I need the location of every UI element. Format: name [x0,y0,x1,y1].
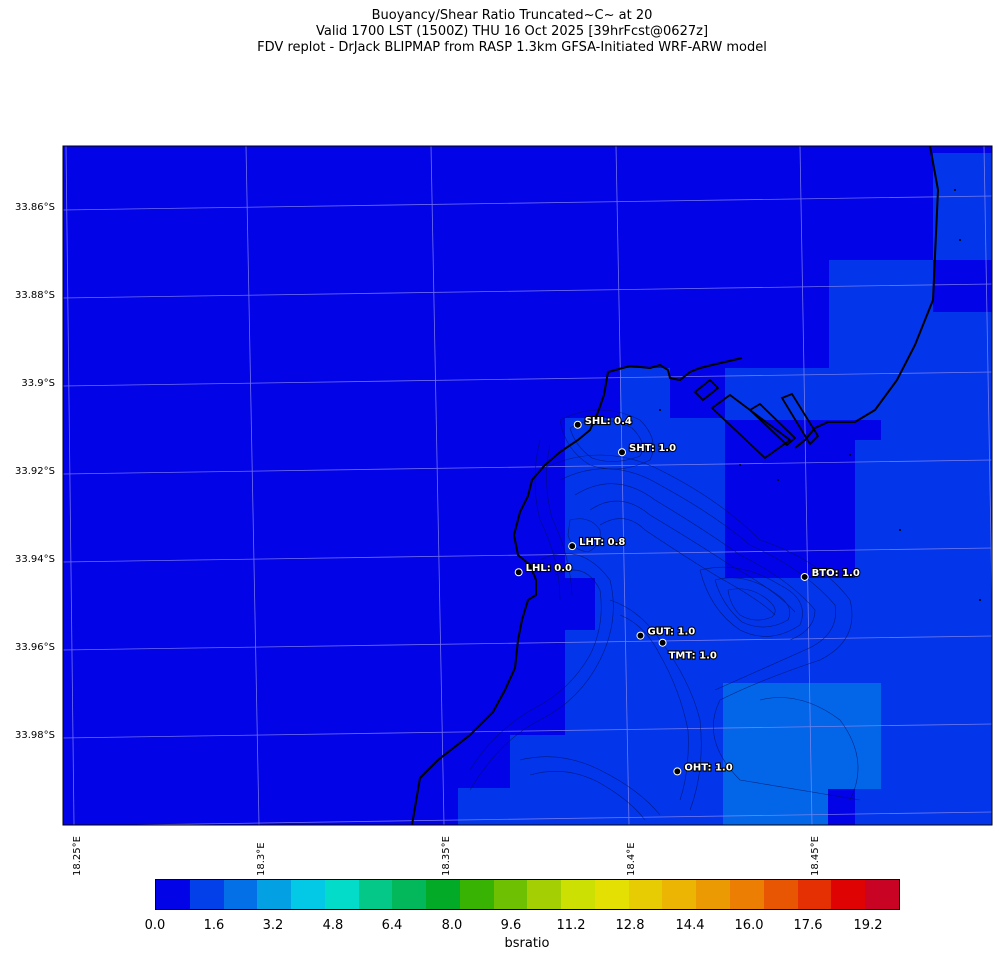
colorbar-swatch [426,880,460,909]
colorbar-swatch [459,880,494,909]
dark-cell [933,260,992,312]
longitude-label: 18.4°E [626,842,637,876]
latitude-label: 33.92°S [15,466,55,477]
colorbar-tick-label: 0.0 [144,918,166,933]
colorbar-swatch [594,880,629,909]
colorbar-tick-label: 11.2 [556,918,586,933]
colorbar-swatch [291,880,325,909]
coastline [411,146,940,825]
longitude-label: 18.25°E [72,836,83,876]
map-frame [62,145,993,826]
colorbar-swatch [797,880,832,909]
islets [659,189,981,601]
latitude-label: 33.94°S [15,554,55,565]
station-label: TMT: 1.0 [669,651,717,662]
latitude-label: 33.96°S [15,642,55,653]
colorbar-tick-label: 17.6 [793,918,823,933]
colorbar-swatch [730,880,764,909]
colorbar-label: bsratio [504,936,550,951]
colorbar-swatch [358,880,393,909]
station-marker[interactable] [514,568,523,577]
station-label: LHT: 0.8 [579,537,625,548]
graticule [63,146,992,825]
colorbar-swatch [763,880,798,909]
title-line-1: Buoyancy/Shear Ratio Truncated~C~ at 20 [371,8,653,23]
colorbar-tick-label: 3.2 [262,918,284,933]
station-markers: SHL: 0.4 SHT: 1.0 LHT: 0.8 LHL: 0.0 BTO: 1.0… [514,415,861,776]
colorbar-tick-label: 8.0 [441,918,463,933]
station-label: SHL: 0.4 [585,416,632,427]
colorbar-swatch [493,880,528,909]
colorbar-swatch [156,880,190,909]
station-marker[interactable] [636,631,645,640]
colorbar-swatch [527,880,562,909]
station-marker[interactable] [658,638,667,647]
colorbar-tick-label: 4.8 [322,918,344,933]
station-marker[interactable] [568,542,577,551]
latitude-label: 33.9°S [21,378,55,389]
title-line-2: Valid 1700 LST (1500Z) THU 16 Oct 2025 [… [315,24,709,39]
colorbar-tick-label: 14.4 [675,918,705,933]
terrain-contours [469,409,861,821]
latitude-label: 33.98°S [15,730,55,741]
colorbar-swatch [392,880,427,909]
longitude-label: 18.35°E [441,836,452,876]
colorbar-tick-label: 19.2 [853,918,883,933]
colorbar-swatch [189,880,224,909]
colorbar-swatch [628,880,663,909]
colorbar-tick-label: 16.0 [734,918,764,933]
station-marker[interactable] [618,448,626,457]
station-label: LHL: 0.0 [526,563,572,574]
colorbar-swatch [257,880,292,909]
colorbar-tick-label: 9.6 [500,918,522,933]
longitude-label: 18.3°E [256,842,267,876]
station-marker[interactable] [673,767,682,776]
station-label: GUT: 1.0 [647,627,695,638]
map-field [63,146,992,825]
title-line-3: FDV replot - DrJack BLIPMAP from RASP 1.… [257,40,767,55]
colorbar-swatch [561,880,595,909]
colorbar-tick-label: 1.6 [203,918,225,933]
station-label: OHT: 1.0 [684,762,732,773]
colorbar [155,879,900,910]
colorbar-swatch [324,880,359,909]
latitude-label: 33.86°S [15,202,55,213]
harbour-outline [693,378,820,460]
colorbar-swatch [865,880,899,909]
station-label: BTO: 1.0 [812,568,860,579]
colorbar-swatch [831,880,866,909]
station-marker[interactable] [800,572,809,581]
colorbar-swatch [223,880,258,909]
station-marker[interactable] [573,420,582,429]
colorbar-tick-label: 12.8 [615,918,645,933]
colorbar-swatch [696,880,731,909]
colorbar-swatch [662,880,697,909]
longitude-label: 18.45°E [810,836,821,876]
latitude-label: 33.88°S [15,290,55,301]
station-label: SHT: 1.0 [629,443,676,454]
colorbar-tick-label: 6.4 [381,918,403,933]
